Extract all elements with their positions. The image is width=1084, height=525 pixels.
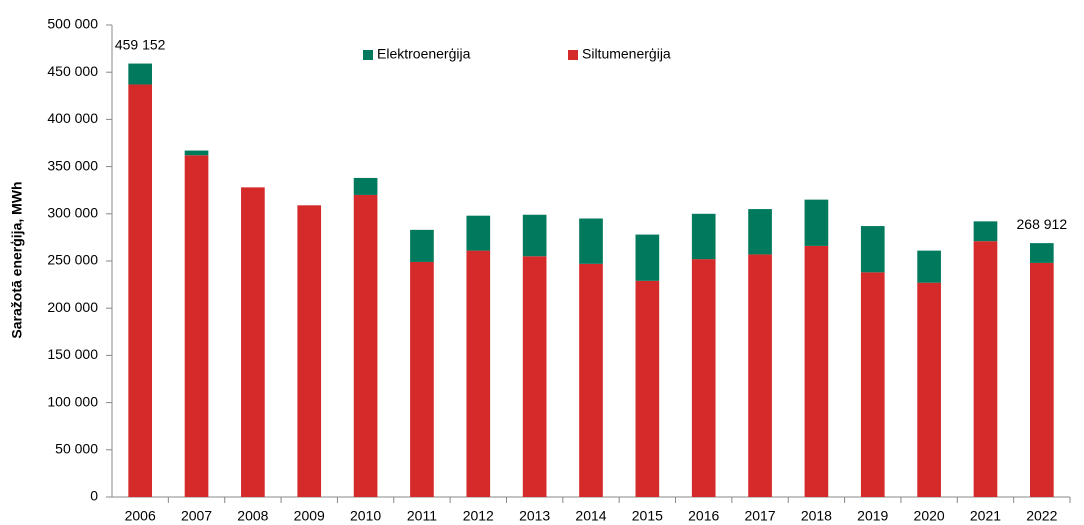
total-label: 459 152 [115, 36, 166, 52]
x-tick-label: 2007 [181, 508, 212, 524]
bar-segment [522, 214, 547, 257]
y-axis-label: Saražotā enerģija, MWh [9, 181, 25, 338]
x-tick-label: 2011 [407, 508, 437, 524]
bar-segment [973, 221, 998, 242]
bar-segment [973, 241, 998, 497]
y-tick-label: 450 000 [47, 63, 98, 79]
y-tick-label: 400 000 [47, 110, 98, 126]
x-tick-label: 2020 [914, 508, 945, 524]
bar-segment [410, 229, 434, 262]
bar-segment [748, 209, 772, 255]
bar-segment [353, 194, 378, 498]
x-tick-label: 2014 [575, 508, 606, 524]
bar-segment [241, 187, 265, 498]
bar-segment [748, 254, 772, 497]
bar-segment [128, 63, 153, 85]
y-tick-label: 100 000 [47, 393, 98, 409]
bar-segment [184, 155, 209, 497]
bar-segment [466, 250, 491, 497]
y-tick-label: 50 000 [55, 441, 98, 457]
bar-segment [128, 84, 153, 498]
bar-segment [579, 218, 603, 264]
bar-segment [635, 234, 660, 281]
bar-segment [410, 261, 434, 497]
x-tick-label: 2018 [801, 508, 832, 524]
bar-segment [353, 177, 378, 195]
legend-label: Elektroenerģija [377, 46, 471, 62]
x-tick-label: 2006 [125, 508, 156, 524]
bar-segment [1029, 262, 1054, 497]
legend-swatch [363, 50, 373, 60]
y-tick-label: 250 000 [47, 252, 98, 268]
x-tick-label: 2019 [857, 508, 888, 524]
bar-segment [297, 205, 322, 497]
legend-label: Siltumenerģija [582, 46, 671, 62]
bar-segment [691, 213, 716, 260]
legend-swatch [568, 50, 578, 60]
bar-segment [635, 280, 660, 497]
bar-segment [1029, 243, 1054, 263]
total-label: 268 912 [1017, 216, 1068, 232]
x-tick-label: 2009 [294, 508, 325, 524]
bar-segment [860, 226, 885, 273]
bar-segment [184, 150, 209, 156]
x-tick-label: 2010 [350, 508, 381, 524]
x-tick-label: 2022 [1026, 508, 1057, 524]
x-tick-label: 2017 [744, 508, 775, 524]
x-tick-label: 2015 [632, 508, 663, 524]
y-tick-label: 150 000 [47, 346, 98, 362]
bar-segment [522, 256, 547, 497]
y-tick-label: 300 000 [47, 205, 98, 221]
bar-segment [917, 250, 941, 283]
x-tick-label: 2016 [688, 508, 719, 524]
x-tick-label: 2012 [463, 508, 494, 524]
x-tick-label: 2021 [970, 508, 1001, 524]
y-tick-label: 0 [90, 488, 98, 504]
bar-segment [917, 282, 941, 497]
bar-segment [691, 259, 716, 497]
x-tick-label: 2008 [237, 508, 268, 524]
bar-segment [804, 245, 829, 497]
x-tick-label: 2013 [519, 508, 550, 524]
y-tick-label: 350 000 [47, 157, 98, 173]
bar-segment [579, 263, 603, 497]
y-tick-label: 500 000 [47, 16, 98, 32]
bar-segment [466, 215, 491, 251]
bar-segment [860, 272, 885, 497]
y-tick-label: 200 000 [47, 299, 98, 315]
bar-segment [804, 199, 829, 246]
